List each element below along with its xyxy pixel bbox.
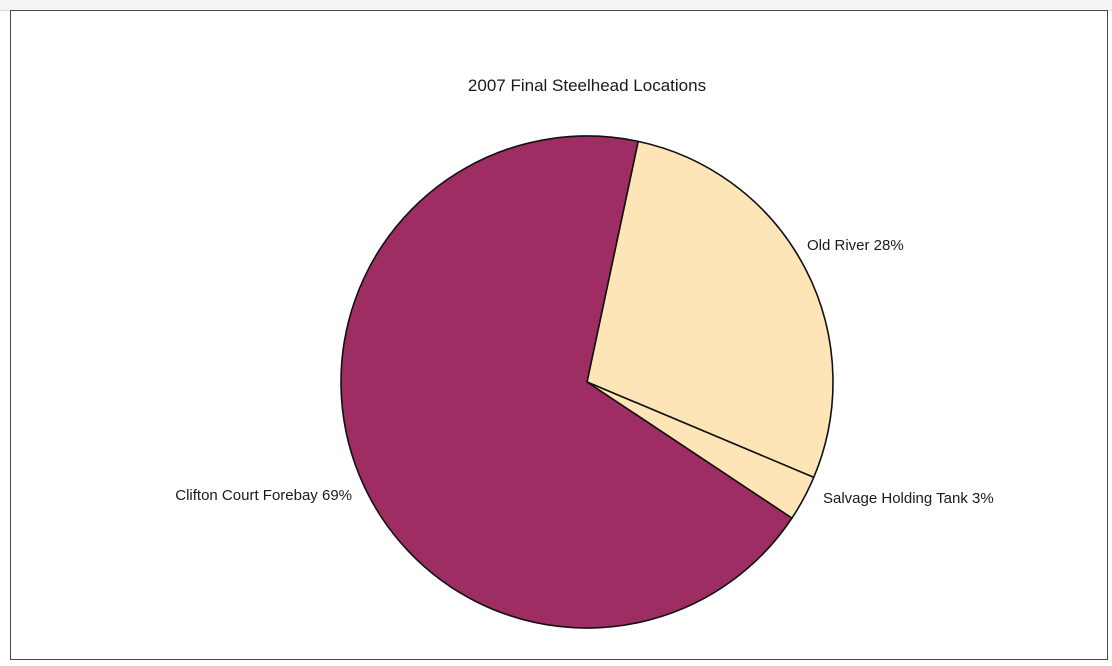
slice-label-clifton-court-forebay: Clifton Court Forebay 69% [175,487,352,504]
pie-slice-old-river [586,140,834,479]
pie-slice-clifton-court-forebay [340,135,793,629]
slice-label-salvage-holding-tank: Salvage Holding Tank 3% [823,490,994,507]
chart-title: 2007 Final Steelhead Locations [468,76,706,95]
slice-label-old-river: Old River 28% [807,237,904,254]
pie-slices [340,135,834,629]
